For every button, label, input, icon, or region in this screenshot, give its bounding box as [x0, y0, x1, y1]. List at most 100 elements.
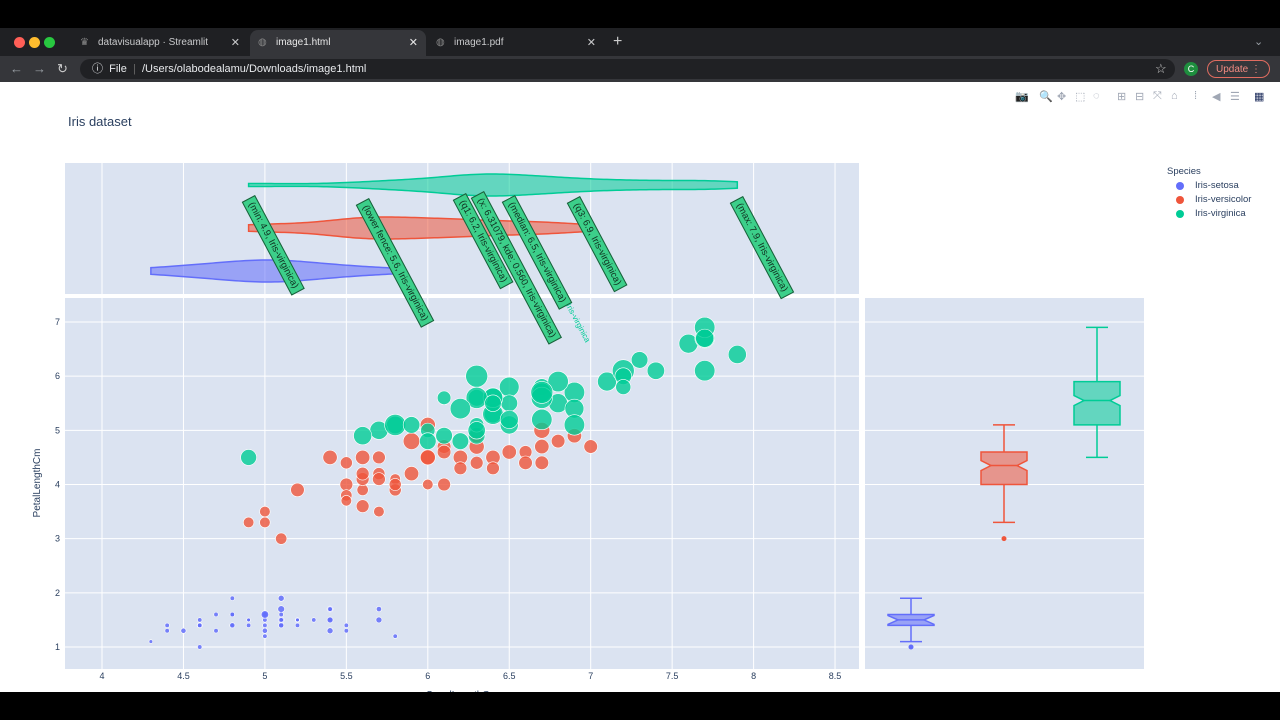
scatter-point — [343, 628, 349, 634]
autoscale-icon[interactable]: ⤧ — [1153, 90, 1162, 102]
back-button[interactable]: ← — [10, 61, 23, 76]
scatter-point — [727, 345, 747, 364]
close-window-button[interactable] — [14, 37, 25, 48]
scatter-point — [261, 627, 268, 634]
scatter-point — [372, 450, 386, 465]
scatter-point — [327, 606, 333, 612]
reload-button[interactable]: ↻ — [57, 61, 68, 76]
violin-iris-virginica — [247, 173, 739, 197]
legend-label: Iris-virginica — [1195, 208, 1246, 219]
scatter-point — [392, 633, 398, 639]
legend-title: Species — [1167, 166, 1201, 177]
zoom-out-icon[interactable]: ⊟ — [1135, 91, 1145, 103]
hover-compare-icon[interactable]: ☰ — [1230, 91, 1240, 103]
reset-axes-icon[interactable]: ⌂ — [1171, 90, 1178, 102]
box-outlier — [908, 644, 914, 650]
y-tick-label: 1 — [55, 642, 60, 652]
scatter-point — [437, 477, 451, 492]
scatter-point — [419, 449, 436, 466]
tab-label: image1.html — [276, 37, 331, 48]
scatter-point — [260, 610, 269, 619]
hover-closest-icon[interactable]: ◀ — [1212, 91, 1221, 103]
scatter-point — [355, 449, 371, 465]
bookmark-star-icon[interactable]: ☆ — [1155, 61, 1167, 76]
scatter-point — [388, 478, 402, 491]
update-button[interactable]: Update ⋮ — [1207, 60, 1271, 78]
profile-avatar[interactable]: C — [1184, 62, 1198, 76]
url-scheme: File — [109, 63, 127, 75]
close-tab-icon[interactable]: ✕ — [408, 37, 418, 49]
scatter-point — [518, 455, 533, 470]
new-tab-button[interactable]: + — [613, 33, 623, 50]
scatter-point — [372, 472, 386, 486]
scatter-point — [436, 444, 452, 460]
legend-marker — [1176, 210, 1184, 218]
scatter-point — [597, 371, 617, 392]
bottom-bar — [0, 692, 1280, 720]
scatter-point — [630, 351, 649, 369]
url-input[interactable]: ⓘ File | /Users/olabodealamu/Downloads/i… — [80, 59, 1175, 79]
minimize-window-button[interactable] — [29, 37, 40, 48]
scatter-point — [294, 622, 301, 628]
pan-icon[interactable]: ✥ — [1057, 91, 1067, 103]
scatter-point — [615, 379, 632, 395]
legend-item-versicolor[interactable]: Iris-versicolor — [1167, 193, 1251, 207]
scatter-point — [419, 432, 437, 450]
spike-lines-icon[interactable]: ⁞ — [1194, 90, 1198, 102]
scatter-point — [436, 390, 452, 405]
streamlit-icon: ♛ — [80, 37, 89, 48]
scatter-point — [340, 495, 352, 507]
x-tick-label: 8.5 — [829, 671, 842, 681]
scatter-point — [262, 633, 268, 639]
scatter-point — [343, 622, 349, 628]
tab-image1-html[interactable]: ◍ image1.html ✕ — [250, 30, 426, 56]
scatter-point — [501, 444, 517, 460]
zoom-icon[interactable]: 🔍 — [1039, 91, 1053, 103]
y-tick-label: 2 — [55, 588, 60, 598]
scatter-point — [402, 416, 421, 434]
forward-button[interactable]: → — [33, 61, 46, 76]
scatter-point — [213, 628, 219, 634]
close-tab-icon[interactable]: ✕ — [230, 37, 240, 49]
scatter-point — [373, 505, 385, 518]
scatter-point — [375, 616, 383, 624]
legend-item-setosa[interactable]: Iris-setosa — [1167, 179, 1251, 193]
box-iris-virginica — [1073, 380, 1121, 426]
zoom-in-icon[interactable]: ⊞ — [1117, 91, 1127, 103]
legend-item-virginica[interactable]: Iris-virginica — [1167, 207, 1251, 221]
scatter-point — [356, 483, 369, 496]
scatter-point — [404, 466, 420, 482]
camera-icon[interactable]: 📷 — [1015, 91, 1029, 103]
tab-search-button[interactable]: ⌄ — [1254, 36, 1264, 48]
chart-title: Iris dataset — [68, 114, 132, 129]
scatter-point — [275, 532, 288, 545]
scatter-point — [229, 622, 236, 629]
scatter-point — [435, 427, 453, 445]
box-select-icon[interactable]: ⬚ — [1075, 91, 1086, 103]
scatter-point — [375, 606, 382, 613]
tab-streamlit[interactable]: ♛ datavisualapp · Streamlit ✕ — [72, 30, 248, 56]
x-tick-label: 8 — [751, 671, 756, 681]
url-text: /Users/olabodealamu/Downloads/image1.htm… — [141, 63, 367, 75]
scatter-point — [531, 408, 553, 431]
plotly-logo-icon[interactable]: ▦ — [1254, 91, 1265, 103]
close-tab-icon[interactable]: ✕ — [586, 37, 596, 49]
scatter-point — [695, 328, 715, 348]
scatter-point — [197, 644, 203, 650]
scatter-point — [229, 611, 235, 618]
box-outlier — [1001, 536, 1007, 542]
scatter-point — [355, 499, 370, 513]
y-axis-title: PetalLengthCm — [32, 449, 43, 518]
tab-image1-pdf[interactable]: ◍ image1.pdf ✕ — [428, 30, 604, 56]
scatter-panel — [65, 298, 859, 669]
y-tick-label: 7 — [55, 317, 60, 327]
scatter-point — [197, 617, 203, 623]
scatter-point — [563, 414, 585, 436]
lasso-icon[interactable]: ◌ — [1093, 90, 1100, 102]
scatter-point — [148, 639, 154, 644]
tab-label: image1.pdf — [454, 37, 504, 48]
maximize-window-button[interactable] — [44, 37, 55, 48]
scatter-point — [326, 616, 334, 624]
scatter-point — [197, 622, 203, 628]
